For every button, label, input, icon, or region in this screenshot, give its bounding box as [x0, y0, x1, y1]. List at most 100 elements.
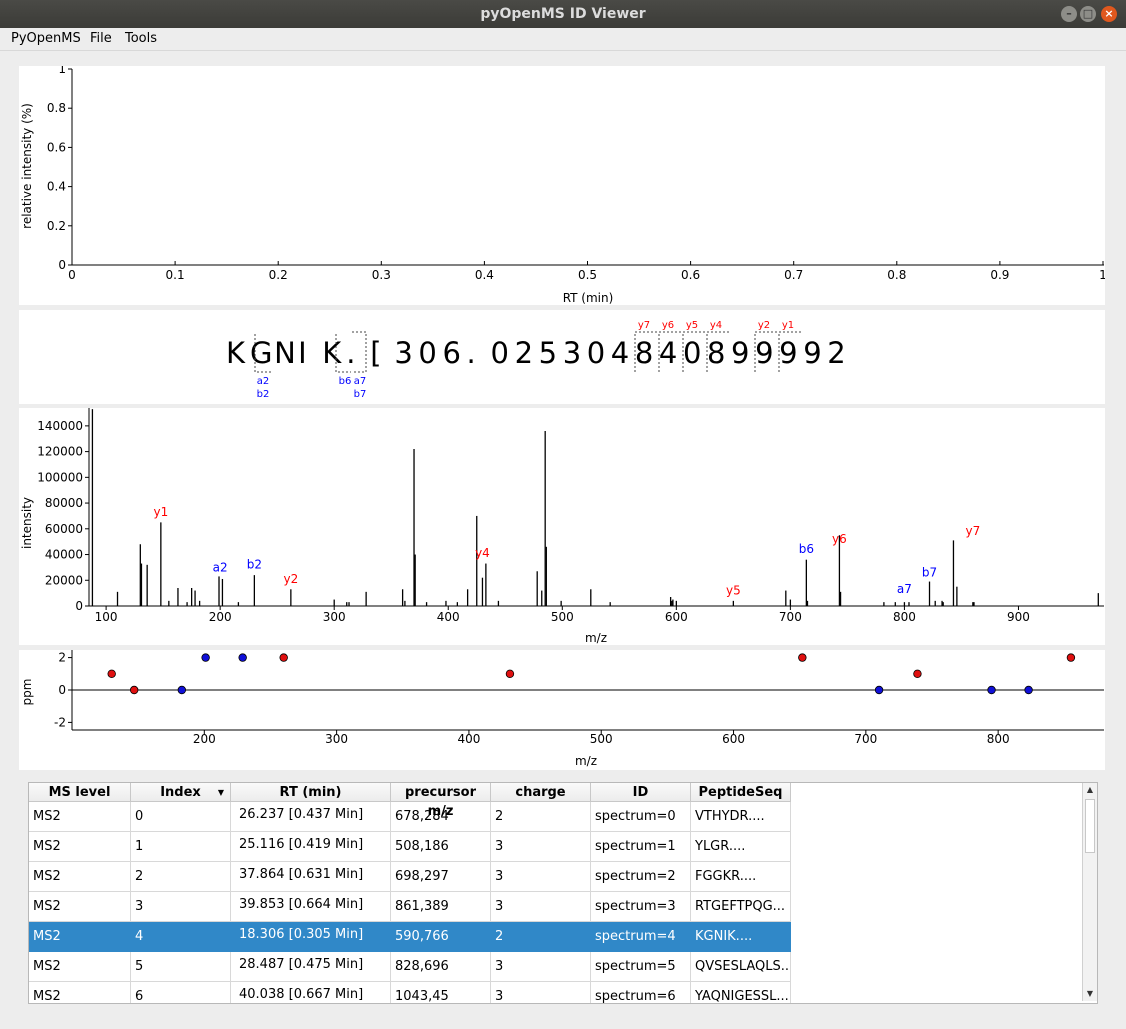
- y-tick-label: 0.4: [47, 180, 66, 194]
- table-header: MS level Index ▼ RT (min) precursor m/z c…: [29, 783, 791, 819]
- y-tick-label: 100000: [37, 470, 83, 484]
- sequence-letter: 0: [683, 336, 701, 370]
- table-cell: spectrum=2: [591, 862, 691, 892]
- x-tick-label: 300: [325, 732, 348, 746]
- error-panel[interactable]: -2 0 2 200 300 400 500 600 700 800 m/z ppm: [19, 650, 1105, 770]
- table-row[interactable]: MS2 1 25.116 [0.419 Min] 508,186 3 spectrum=1…: [29, 832, 791, 862]
- table-cell: 2: [491, 802, 591, 832]
- y-tick-label: 0.6: [47, 140, 66, 154]
- y-ion-label: y5: [686, 320, 698, 331]
- table-cell: 25.116 [0.419 Min]: [231, 832, 391, 862]
- peak-annotation: y2: [283, 572, 298, 586]
- x-tick-label: 0.1: [166, 268, 185, 282]
- x-tick-label: 0.6: [681, 268, 700, 282]
- table-cell: 40.038 [0.667 Min]: [231, 982, 391, 1003]
- table-cell: spectrum=4: [591, 922, 691, 952]
- sequence-letter: K: [322, 336, 342, 370]
- table-cell: 508,186: [391, 832, 491, 862]
- error-point: [913, 669, 922, 678]
- scroll-down-icon[interactable]: ▼: [1086, 989, 1094, 998]
- x-tick-label: 200: [193, 732, 216, 746]
- y-axis-title: intensity: [20, 497, 34, 549]
- table-cell: spectrum=3: [591, 892, 691, 922]
- table-row[interactable]: MS2 4 18.306 [0.305 Min] 590,766 2 spectrum=4…: [29, 922, 791, 952]
- table-cell: KGNIK....: [691, 922, 791, 952]
- spectra-table[interactable]: MS level Index ▼ RT (min) precursor m/z c…: [28, 782, 1098, 1004]
- x-tick-label: 900: [1007, 610, 1030, 624]
- y-tick-label: 0: [75, 599, 83, 613]
- error-point: [177, 685, 187, 695]
- sequence-letter: 3: [563, 336, 581, 370]
- y-ion-bracket: [706, 331, 729, 372]
- y-ion-label: y4: [710, 320, 722, 331]
- peak-annotation: a7: [897, 582, 912, 596]
- menu-bar: PyOpenMS File Tools: [0, 28, 1126, 51]
- vertical-scrollbar[interactable]: ▲ ▼: [1082, 783, 1097, 1001]
- menu-pyopenms[interactable]: PyOpenMS: [11, 31, 81, 46]
- x-tick-label: 800: [987, 732, 1010, 746]
- table-cell: 1: [131, 832, 231, 862]
- x-tick-label: 400: [457, 732, 480, 746]
- b-ion-label: a7: [354, 376, 367, 387]
- table-cell: RTGEFTPQG...: [691, 892, 791, 922]
- table-cell: 590,766: [391, 922, 491, 952]
- b-ion-bracket: [352, 331, 367, 373]
- peak-annotation: y1: [153, 505, 168, 519]
- col-rt[interactable]: RT (min): [231, 783, 391, 802]
- table-cell: FGGKR....: [691, 862, 791, 892]
- x-axis-title: m/z: [585, 631, 607, 645]
- y-ion-label: y1: [782, 320, 794, 331]
- col-charge[interactable]: charge: [491, 783, 591, 802]
- table-cell: 26.237 [0.437 Min]: [231, 802, 391, 832]
- sequence-letter: 8: [707, 336, 725, 370]
- mass-error-plot[interactable]: -2 0 2 200 300 400 500 600 700 800 m/z ppm: [19, 650, 1105, 770]
- spectrum-panel[interactable]: 0 20000 40000 60000 80000 100000 120000 140000 1…: [19, 408, 1105, 645]
- error-point: [201, 653, 210, 662]
- y-tick-label: 80000: [45, 496, 83, 510]
- table-cell: 2: [491, 922, 591, 952]
- table-row[interactable]: MS2 5 28.487 [0.475 Min] 828,696 3 spectrum=5…: [29, 952, 791, 982]
- table-cell: 828,696: [391, 952, 491, 982]
- sequence-letter: .: [346, 336, 355, 370]
- close-icon[interactable]: ×: [1101, 6, 1117, 22]
- table-cell: 678,284: [391, 802, 491, 832]
- table-row[interactable]: MS2 6 40.038 [0.667 Min] 1043,45 3 spectrum=6…: [29, 982, 791, 1003]
- sequence-letter: 0: [587, 336, 605, 370]
- col-precursor-mz[interactable]: precursor m/z: [391, 783, 491, 819]
- table-row[interactable]: MS2 3 39.853 [0.664 Min] 861,389 3 spectrum=3…: [29, 892, 791, 922]
- table-cell: 5: [131, 952, 231, 982]
- x-tick-label: 0.8: [887, 268, 906, 282]
- chromatogram-plot[interactable]: 0 0.2 0.4 0.6 0.8 1 0 0.1 0.2 0.3 0.4 0.5 0.6 0.7 0.8 0…: [19, 62, 1107, 305]
- col-index[interactable]: Index ▼: [131, 783, 231, 802]
- chromatogram-panel[interactable]: 0 0.2 0.4 0.6 0.8 1 0 0.1 0.2 0.3 0.4 0.5 0.6 0.7 0.8 0…: [19, 62, 1107, 305]
- scroll-up-icon[interactable]: ▲: [1086, 785, 1094, 794]
- maximize-icon[interactable]: □: [1080, 6, 1096, 22]
- spectrum-plot[interactable]: 0 20000 40000 60000 80000 100000 120000 140000 1…: [19, 408, 1105, 645]
- table-cell: 3: [491, 982, 591, 1003]
- table-row[interactable]: MS2 2 37.864 [0.631 Min] 698,297 3 spectrum=2…: [29, 862, 791, 892]
- x-tick-label: 0: [68, 268, 76, 282]
- menu-file[interactable]: File: [90, 31, 112, 46]
- table-row[interactable]: MS2 0 26.237 [0.437 Min] 678,284 2 spectrum=0…: [29, 802, 791, 832]
- table-cell: YLGR....: [691, 832, 791, 862]
- minimize-icon[interactable]: –: [1061, 6, 1077, 22]
- col-id[interactable]: ID: [591, 783, 691, 802]
- peak-annotation: b7: [922, 565, 937, 579]
- y-ion-bracket: [682, 331, 705, 372]
- col-peptide-seq[interactable]: PeptideSeq: [691, 783, 791, 802]
- sequence-letter: 9: [731, 336, 749, 370]
- table-cell: spectrum=0: [591, 802, 691, 832]
- col-ms-level[interactable]: MS level: [29, 783, 131, 802]
- peptide-sequence-view: K G N I K.[3 0 6. 0 2 5 3 0 4 8 4 0 8 9 9 9 9 2y7 y6 y5 y4 y2 y1a2…: [226, 320, 846, 400]
- table-cell: 1043,45: [391, 982, 491, 1003]
- error-point: [987, 685, 996, 695]
- y-ion-bracket: [754, 331, 777, 372]
- table-cell: 3: [491, 862, 591, 892]
- sort-descending-icon: ▼: [217, 788, 224, 797]
- scroll-thumb[interactable]: [1085, 799, 1095, 853]
- error-point: [798, 653, 807, 662]
- table-cell: spectrum=1: [591, 832, 691, 862]
- menu-tools[interactable]: Tools: [125, 31, 158, 46]
- window-title: pyOpenMS ID Viewer: [480, 6, 646, 22]
- error-point: [1024, 685, 1033, 695]
